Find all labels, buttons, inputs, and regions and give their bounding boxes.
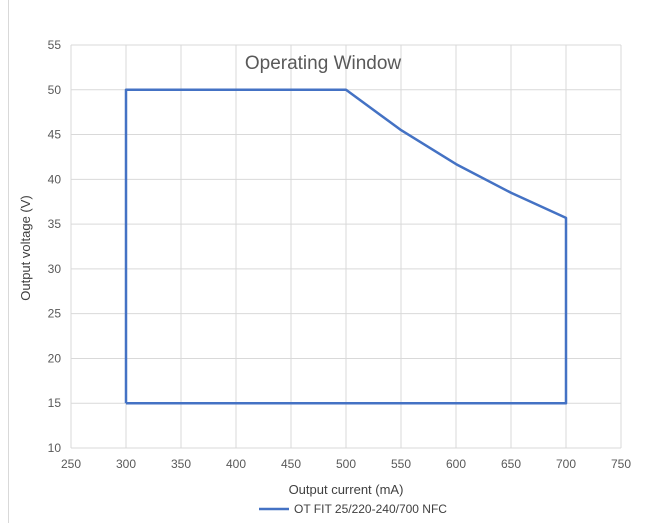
x-tick-label: 750 — [611, 457, 631, 471]
x-tick-label: 500 — [336, 457, 356, 471]
x-tick-label: 650 — [501, 457, 521, 471]
x-tick-label: 700 — [556, 457, 576, 471]
y-tick-label: 55 — [48, 38, 62, 52]
y-tick-label: 35 — [48, 217, 62, 231]
x-tick-label: 400 — [226, 457, 246, 471]
series-line — [124, 88, 568, 405]
grid — [70, 44, 622, 449]
y-tick-label: 15 — [48, 396, 62, 410]
x-tick-label: 350 — [171, 457, 191, 471]
y-tick-label: 40 — [48, 172, 62, 186]
y-tick-label: 20 — [48, 351, 62, 365]
y-tick-label: 45 — [48, 128, 62, 142]
x-axis-title: Output current (mA) — [289, 482, 404, 497]
chart-svg: 250 300 350 400 450 500 550 600 650 700 750 10 15 20… — [18, 38, 631, 516]
legend-label: OT FIT 25/220-240/700 NFC — [294, 502, 447, 516]
x-tick-labels: 250 300 350 400 450 500 550 600 650 700 750 — [61, 457, 631, 471]
x-tick-label: 250 — [61, 457, 81, 471]
y-tick-labels: 10 15 20 25 30 35 40 45 50 55 — [48, 38, 62, 455]
y-tick-label: 25 — [48, 307, 62, 321]
x-tick-label: 550 — [391, 457, 411, 471]
y-tick-label: 30 — [48, 262, 62, 276]
y-tick-label: 10 — [48, 441, 62, 455]
y-axis-title: Output voltage (V) — [18, 195, 33, 301]
x-tick-label: 450 — [281, 457, 301, 471]
legend: OT FIT 25/220-240/700 NFC — [259, 502, 447, 516]
x-tick-label: 300 — [116, 457, 136, 471]
series-layer — [124, 88, 568, 405]
chart-frame: 250 300 350 400 450 500 550 600 650 700 750 10 15 20… — [8, 0, 649, 523]
x-tick-label: 600 — [446, 457, 466, 471]
chart-title: Operating Window — [245, 53, 402, 74]
y-tick-label: 50 — [48, 83, 62, 97]
